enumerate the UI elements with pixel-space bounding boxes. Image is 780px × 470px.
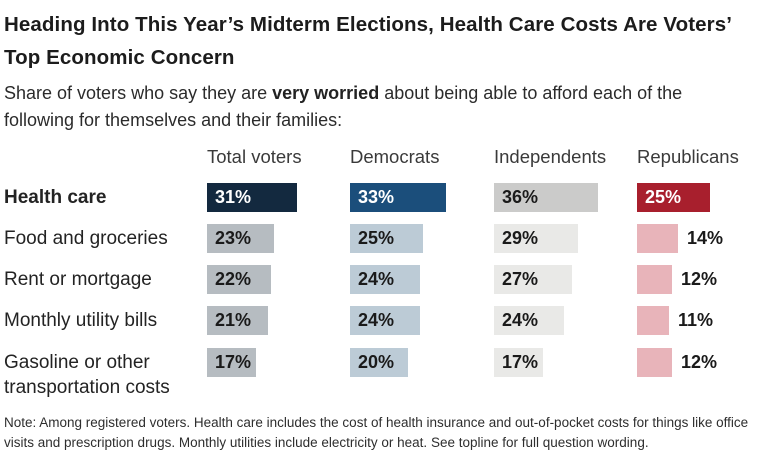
- bar: [207, 183, 297, 212]
- column-header-total-voters: Total voters: [207, 146, 302, 167]
- bar: [494, 265, 572, 294]
- row-label: Rent or mortgage: [4, 269, 152, 290]
- subtitle-emphasis: very worried: [272, 83, 380, 103]
- bar-value-label: 24%: [358, 269, 395, 289]
- chart-subtitle: Share of voters who say they are very wo…: [4, 80, 752, 134]
- bar-value-label: 11%: [678, 310, 714, 330]
- bar: [637, 306, 669, 335]
- bar-value-label: 17%: [502, 352, 539, 372]
- bar-value-label: 24%: [502, 310, 539, 330]
- bar: [350, 224, 423, 253]
- row-label: Monthly utility bills: [4, 310, 158, 331]
- bar-value-label: 14%: [687, 228, 724, 248]
- bar: [494, 306, 564, 335]
- bar-value-label: 22%: [215, 269, 252, 289]
- row-label: Health care: [4, 187, 107, 208]
- chart-footnote: Note: Among registered voters. Health ca…: [4, 415, 749, 450]
- bar: [350, 348, 408, 377]
- subtitle-text-end: about being able to afford each of the f…: [4, 83, 683, 130]
- bar: [494, 348, 543, 377]
- column-header-independents: Independents: [494, 146, 607, 167]
- bar: [350, 265, 420, 294]
- bar-value-label: 33%: [358, 187, 395, 207]
- column-header-republicans: Republicans: [637, 146, 739, 167]
- bar: [207, 306, 268, 335]
- bar-value-label: 12%: [681, 352, 718, 372]
- bar: [494, 183, 598, 212]
- bar: [637, 348, 672, 377]
- bar-value-label: 31%: [215, 187, 252, 207]
- bar: [350, 183, 446, 212]
- bar: [207, 224, 274, 253]
- bar-value-label: 29%: [502, 228, 539, 248]
- bar: [350, 306, 420, 335]
- bar-value-label: 25%: [358, 228, 395, 248]
- column-header-democrats: Democrats: [350, 146, 440, 167]
- bar-value-label: 12%: [681, 269, 718, 289]
- chart-title: Heading Into This Year’s Midterm Electio…: [4, 13, 731, 69]
- bar: [207, 265, 271, 294]
- bar-value-label: 36%: [502, 187, 539, 207]
- bar: [207, 348, 256, 377]
- bar-value-label: 17%: [215, 352, 252, 372]
- bar-value-label: 27%: [502, 269, 539, 289]
- subtitle-text: Share of voters who say they are: [4, 83, 273, 103]
- row-label: Gasoline or other transportation costs: [4, 352, 170, 398]
- bar: [494, 224, 578, 253]
- bar: [637, 224, 678, 253]
- bar-value-label: 23%: [215, 228, 252, 248]
- bar-value-label: 21%: [215, 310, 252, 330]
- bar-value-label: 20%: [358, 352, 395, 372]
- bar-value-label: 25%: [645, 187, 682, 207]
- bar-value-label: 24%: [358, 310, 395, 330]
- bar: [637, 183, 710, 212]
- row-label: Food and groceries: [4, 228, 168, 249]
- bar: [637, 265, 672, 294]
